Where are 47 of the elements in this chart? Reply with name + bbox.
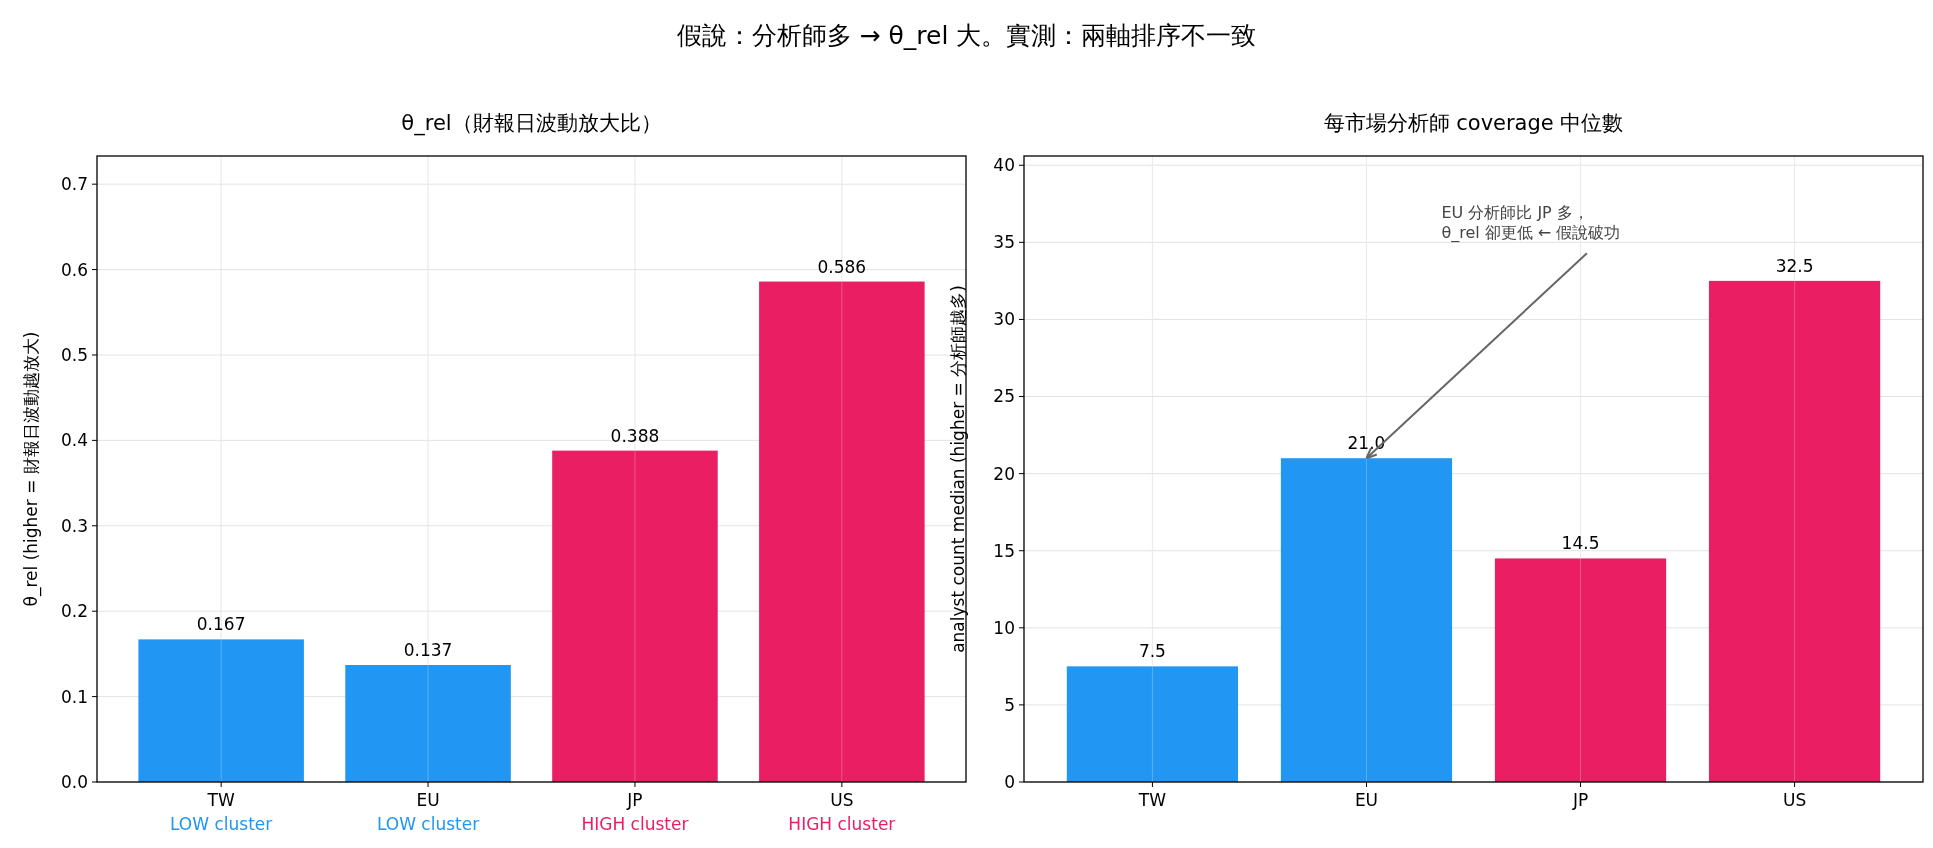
- y-tick-label: 0.4: [60, 430, 88, 451]
- y-tick-label: 0.0: [60, 771, 88, 792]
- y-tick-label: 0.5: [60, 344, 88, 365]
- y-axis-title: θ_rel (higher = 財報日波動越放大): [21, 331, 42, 607]
- text: 假說：分析師多 → θ_rel 大。實測：兩軸排序不一致: [676, 21, 1257, 50]
- y-tick-label: 35: [993, 232, 1015, 253]
- y-tick-label: 30: [993, 309, 1015, 330]
- y-tick-label: 0.7: [60, 174, 88, 195]
- bar: [1494, 558, 1667, 782]
- y-tick-label: 25: [993, 386, 1015, 407]
- data-label: 0.586: [817, 256, 867, 277]
- annotation: EU 分析師比 JP 多， θ_rel 卻更低 ← 假說破功: [1441, 203, 1621, 244]
- chart-title: θ_rel（財報日波動放大比）: [401, 111, 662, 136]
- y-tick-label: 0: [1004, 771, 1015, 792]
- y-axis-title: analyst count median (higher = 分析師越多): [948, 285, 968, 653]
- x-tick-label: JP HIGH cluster: [581, 790, 689, 834]
- data-label: 7.5: [1138, 641, 1166, 662]
- data-label: 32.5: [1775, 255, 1814, 276]
- x-tick-label: US: [1782, 790, 1807, 810]
- bar: [1066, 666, 1239, 782]
- data-label: 21.0: [1347, 433, 1386, 454]
- y-tick-label: 5: [1004, 694, 1015, 715]
- y-tick-label: 10: [993, 617, 1015, 638]
- bar: [138, 639, 304, 782]
- y-tick-label: 20: [993, 463, 1015, 484]
- x-tick-label: TW: [1137, 790, 1167, 810]
- x-tick-label: TW LOW cluster: [170, 790, 273, 834]
- data-label: 0.167: [196, 614, 246, 635]
- y-tick-label: 0.2: [60, 601, 88, 622]
- y-tick-label: 15: [993, 540, 1015, 561]
- y-tick-label: 0.1: [60, 686, 88, 707]
- bar: [1280, 458, 1453, 782]
- x-tick-label: EU: [1354, 790, 1379, 810]
- data-label: 0.137: [403, 640, 453, 660]
- x-tick-label: US HIGH cluster: [788, 790, 896, 834]
- bar: [552, 450, 718, 782]
- bar: [759, 281, 925, 782]
- y-tick-label: 40: [993, 155, 1015, 176]
- data-label: 0.388: [610, 425, 660, 446]
- bar: [345, 665, 511, 782]
- x-tick-label: JP: [1571, 790, 1589, 810]
- y-tick-label: 0.3: [60, 515, 88, 536]
- bar: [1708, 280, 1881, 782]
- data-label: 14.5: [1561, 533, 1600, 554]
- y-tick-label: 0.6: [60, 259, 88, 280]
- x-tick-label: EU LOW cluster: [376, 790, 480, 834]
- chart-title: 每市場分析師 coverage 中位數: [1323, 111, 1624, 135]
